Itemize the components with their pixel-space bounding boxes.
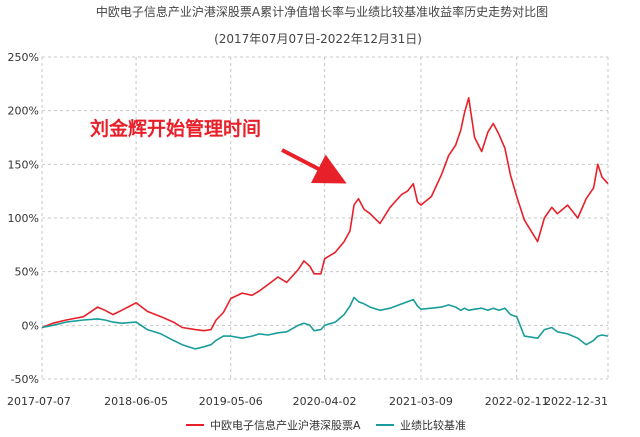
series-line-1: [41, 296, 609, 350]
x-tick-label: 2017-07-07: [7, 395, 71, 408]
legend-label-1: 业绩比较基准: [400, 418, 466, 432]
y-tick-label: -50%: [11, 373, 39, 386]
y-tick-label: 50%: [15, 266, 39, 279]
y-tick-label: 250%: [8, 51, 39, 64]
x-tick-label: 2022-12-31: [544, 395, 608, 408]
x-tick-label: 2022-02-11: [485, 395, 549, 408]
x-tick-label: 2018-06-05: [104, 395, 168, 408]
x-tick-label: 2021-03-09: [389, 395, 453, 408]
y-tick-label: 150%: [8, 158, 39, 171]
legend-label-0: 中欧电子信息产业沪港深股票A: [210, 418, 361, 432]
annotation-group: 刘金辉开始管理时间: [90, 117, 347, 184]
x-axis-ticks: 2017-07-07 2018-06-05 2019-05-06 2020-04-02…: [7, 395, 608, 408]
chart-subtitle: (2017年07月07日-2022年12月31日): [214, 32, 422, 46]
legend: 中欧电子信息产业沪港深股票A 业绩比较基准: [186, 418, 466, 432]
y-tick-label: 0%: [22, 319, 39, 332]
series-lines: [41, 97, 609, 350]
chart-title: 中欧电子信息产业沪港深股票A累计净值增长率与业绩比较基准收益率历史走势对比图: [96, 4, 548, 19]
y-axis-ticks: 250% 200% 150% 100% 50% 0% -50%: [8, 51, 39, 386]
annotation-arrow: [281, 148, 347, 184]
x-tick-label: 2019-05-06: [199, 395, 263, 408]
series-line-0: [41, 97, 609, 332]
annotation-text: 刘金辉开始管理时间: [90, 117, 261, 140]
y-tick-label: 100%: [8, 212, 39, 225]
x-tick-label: 2020-04-02: [293, 395, 357, 408]
y-tick-label: 200%: [8, 105, 39, 118]
